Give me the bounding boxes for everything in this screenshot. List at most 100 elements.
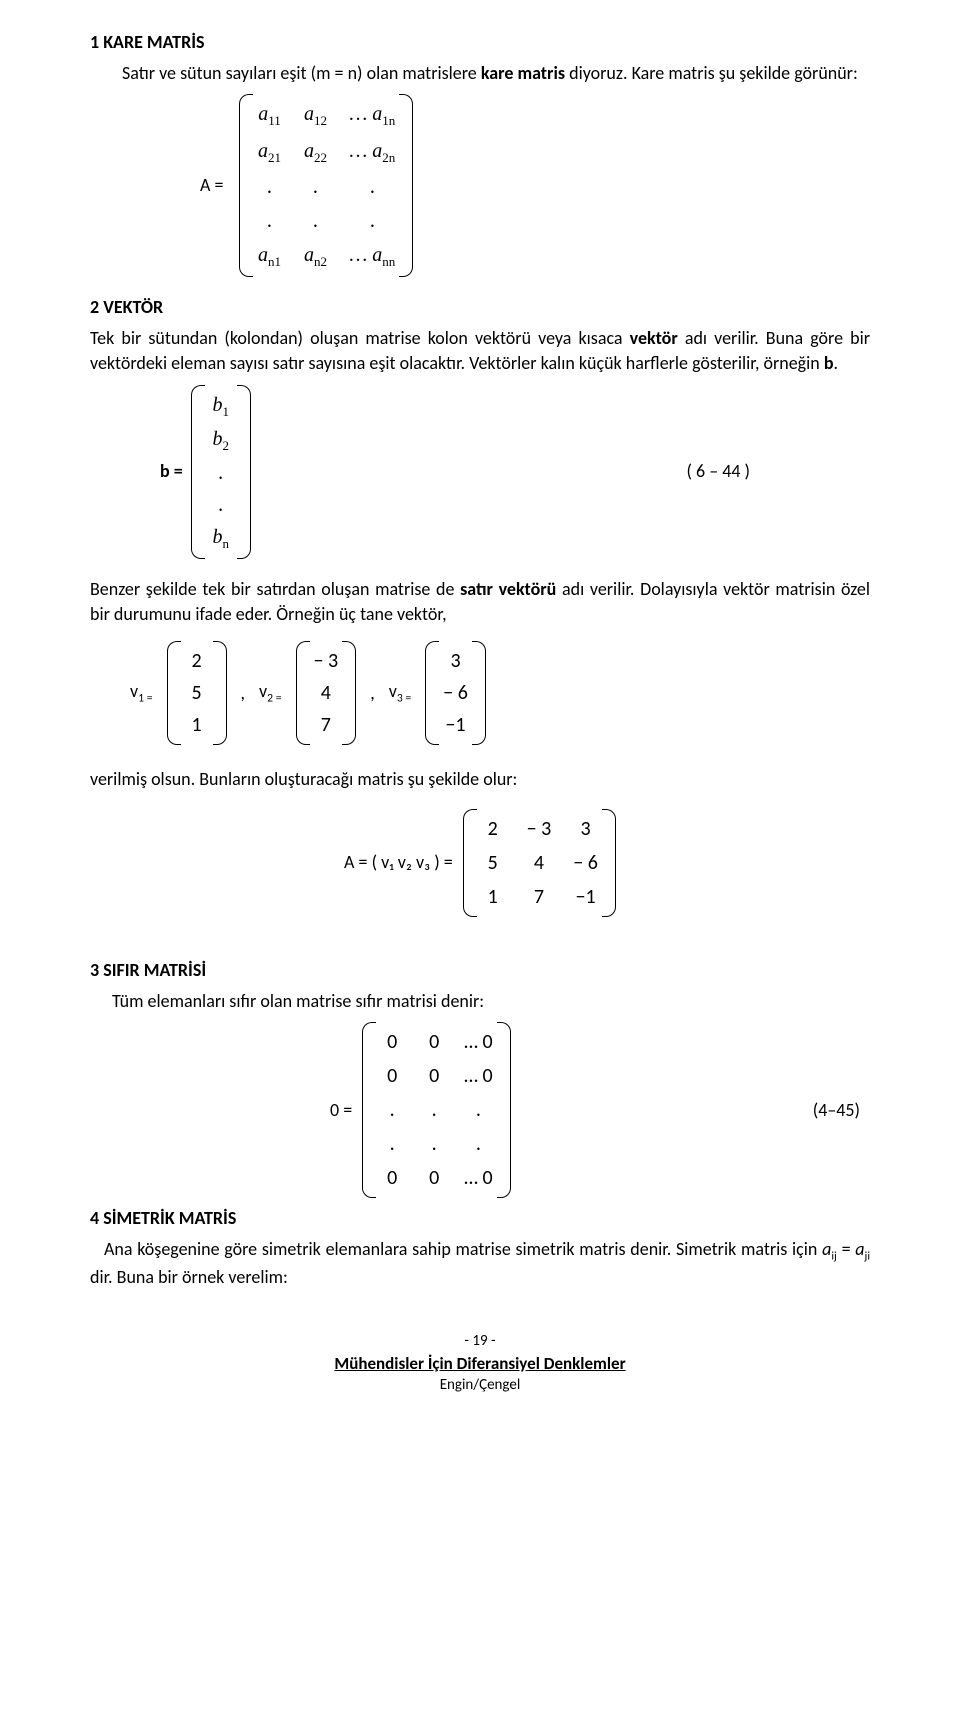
mat-cell: a21 (257, 137, 281, 167)
vector-b-block: b = b1 b2 . . bn ( 6 – 44 ) (90, 385, 870, 560)
mat-cell: a12 (303, 100, 327, 130)
mat-cell: 0 (380, 1164, 404, 1192)
mat-cell: . (422, 1096, 446, 1124)
mat-cell: 7 (314, 711, 339, 739)
sec2-p1-bold: vektör (630, 327, 678, 349)
mat-cell: 1 (185, 711, 209, 739)
paren-left-icon (191, 385, 205, 560)
mat-cell: −1 (573, 883, 598, 911)
mat-cell: b2 (209, 425, 233, 455)
sec1-intro-post: diyoruz. Kare matris şu şekilde görünür: (565, 62, 858, 84)
matrix-A-combined-block: A = ( v₁ v₂ v₃ ) = 2 − 3 3 5 4 − 6 1 7 −… (90, 809, 870, 917)
sec2-p1-pre: Tek bir sütundan (kolondan) oluşan matri… (90, 327, 630, 349)
v2-body: − 3 4 7 (310, 641, 343, 745)
section-2-p3: verilmiş olsun. Bunların oluşturacağı ma… (90, 767, 870, 792)
matrix-A-combined-label: A = ( v₁ v₂ v₃ ) = (344, 850, 453, 875)
mat-cell: 0 (380, 1062, 404, 1090)
mat-cell: an1 (257, 241, 281, 271)
section-3-title: 3 SIFIR MATRİSİ (90, 958, 870, 983)
footer-title: Mühendisler İçin Diferansiyel Denklemler (90, 1352, 870, 1376)
matrix-A-body: a11 a12 … a1n a21 a22 … a2n . . . . . . … (253, 94, 399, 277)
v3-body: 3 − 6 −1 (439, 641, 472, 745)
vector-v2: − 3 4 7 (296, 641, 357, 745)
mat-cell: . (422, 1130, 446, 1158)
paren-right-icon (399, 94, 413, 277)
zero-matrix-body: 0 0 … 0 0 0 … 0 . . . . . . 0 0 … 0 (376, 1022, 496, 1198)
footer-page-number: - 19 - (90, 1331, 870, 1352)
mat-cell: . (349, 207, 395, 235)
mat-cell: 4 (527, 849, 552, 877)
mat-cell: … a2n (349, 137, 395, 167)
mat-cell: … 0 (464, 1028, 492, 1056)
mat-cell: −1 (443, 711, 468, 739)
mat-cell: . (209, 459, 233, 487)
section-2-p1: Tek bir sütundan (kolondan) oluşan matri… (90, 326, 870, 376)
mat-cell: 2 (185, 647, 209, 675)
sec2-p2-pre: Benzer şekilde tek bir satırdan oluşan m… (90, 578, 460, 600)
sec4-aij-a: a (822, 1238, 831, 1260)
paren-right-icon (472, 641, 486, 745)
mat-cell: . (257, 173, 281, 201)
section-1-intro: Satır ve sütun sayıları eşit (m = n) ola… (90, 61, 870, 86)
zero-matrix-block: 0 = 0 0 … 0 0 0 … 0 . . . . . . 0 0 … 0 (90, 1022, 870, 1198)
vectors-v-row: v1 = 2 5 1 , v2 = − 3 4 7 , v3 = 3 − 6 −… (130, 641, 870, 745)
matrix-A-block: A = a11 a12 … a1n a21 a22 … a2n . . . . … (90, 94, 870, 277)
vector-v1: 2 5 1 (167, 641, 227, 745)
paren-left-icon (425, 641, 439, 745)
mat-cell: 0 (380, 1028, 404, 1056)
mat-cell: 1 (481, 883, 505, 911)
zero-matrix-label: 0 = (330, 1098, 352, 1123)
vector-b: b1 b2 . . bn (191, 385, 251, 560)
mat-cell: 0 (422, 1028, 446, 1056)
eq-number-zero: (4–45) (813, 1098, 870, 1123)
section-1-title: 1 KARE MATRİS (90, 30, 870, 55)
matrix-A-label: A = (90, 173, 223, 198)
sep: , (370, 681, 375, 706)
section-2-p2: Benzer şekilde tek bir satırdan oluşan m… (90, 577, 870, 627)
v2-label: v2 = (259, 679, 282, 707)
mat-cell: . (464, 1096, 492, 1124)
matrix-A: a11 a12 … a1n a21 a22 … a2n . . . . . . … (239, 94, 413, 277)
paren-right-icon (237, 385, 251, 560)
mat-cell: . (303, 173, 327, 201)
paren-right-icon (342, 641, 356, 745)
section-4-title: 4 SİMETRİK MATRİS (90, 1206, 870, 1231)
sec2-p2-bold: satır vektörü (460, 578, 556, 600)
eq-number-b: ( 6 – 44 ) (686, 459, 870, 484)
mat-cell: . (380, 1130, 404, 1158)
mat-cell: . (209, 491, 233, 519)
paren-left-icon (167, 641, 181, 745)
mat-cell: 0 (422, 1164, 446, 1192)
mat-cell: − 3 (527, 815, 552, 843)
sec4-p-pre: Ana köşegenine göre simetrik elemanlara … (104, 1238, 822, 1260)
mat-cell: 3 (443, 647, 468, 675)
paren-right-icon (497, 1022, 511, 1198)
sec4-p-post: dir. Buna bir örnek verelim: (90, 1266, 288, 1288)
sec4-eq: = (837, 1238, 855, 1260)
sec2-p1-bold2: b (824, 352, 834, 374)
mat-cell: 2 (481, 815, 505, 843)
v1-body: 2 5 1 (181, 641, 213, 745)
mat-cell: a11 (257, 100, 281, 130)
mat-cell: − 6 (443, 679, 468, 707)
mat-cell: − 3 (314, 647, 339, 675)
mat-cell: . (303, 207, 327, 235)
mat-cell: . (464, 1130, 492, 1158)
sep: , (241, 681, 246, 706)
v1-label: v1 = (130, 679, 153, 707)
mat-cell: 7 (527, 883, 552, 911)
mat-cell: … ann (349, 241, 395, 271)
mat-cell: − 6 (573, 849, 598, 877)
mat-cell: 0 (422, 1062, 446, 1090)
mat-cell: b1 (209, 391, 233, 421)
footer-author: Engin/Çengel (90, 1375, 870, 1396)
mat-cell: 4 (314, 679, 339, 707)
mat-cell: . (380, 1096, 404, 1124)
zero-matrix: 0 0 … 0 0 0 … 0 . . . . . . 0 0 … 0 (362, 1022, 510, 1198)
matrix-A-combined: 2 − 3 3 5 4 − 6 1 7 −1 (463, 809, 616, 917)
vector-b-assign: b = (90, 459, 183, 484)
page-footer: - 19 - Mühendisler İçin Diferansiyel Den… (90, 1331, 870, 1397)
sec4-aji-sub: ji (865, 1250, 870, 1264)
paren-left-icon (362, 1022, 376, 1198)
mat-cell: a22 (303, 137, 327, 167)
